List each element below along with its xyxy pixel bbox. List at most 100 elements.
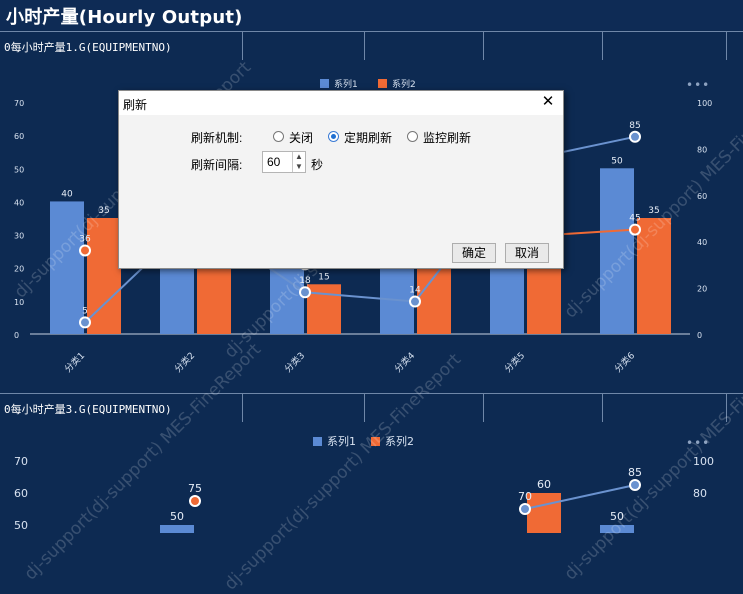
category-label: 分类5: [502, 350, 527, 375]
line-series1-marker: [411, 297, 419, 306]
chevron-up-icon[interactable]: ▲: [295, 152, 303, 161]
bar-series1: [50, 201, 84, 334]
bar-series2: [637, 218, 671, 334]
bar-series1: [270, 267, 304, 334]
category-label: 分类1: [62, 350, 87, 375]
line-series1-data-label: 5: [82, 306, 88, 316]
panel1-title: 0每小时产量1.G(EQUIPMENTNO): [4, 41, 172, 54]
left-axis-tick: 0: [14, 331, 19, 340]
cancel-button[interactable]: 取消: [505, 243, 549, 263]
line-series2-data-label: 36: [79, 234, 91, 244]
dialog-title: 刷新: [123, 98, 148, 112]
line-series2-data-label: 45: [629, 214, 640, 224]
chart-2: 系列1 系列2 ••• 50 60 70 80 100 50 60 50 75 70 85: [14, 434, 714, 533]
option-monitor-label: 监控刷新: [423, 131, 472, 145]
bar-series2: [307, 284, 341, 334]
chart-1: 系列1 系列2 ••• 0 10 20 30 40 50 60 70 0 20 40 60 80 100 40 35…: [14, 78, 712, 375]
data-label-bar2: 35: [98, 206, 109, 216]
line-series1-marker: [81, 318, 89, 327]
panel2-header: 0每小时产量3.G(EQUIPMENTNO): [0, 393, 743, 423]
right-axis-tick: 100: [697, 99, 712, 108]
dialog-title-bar: 刷新 ✕: [119, 91, 563, 115]
left-axis-tick: 30: [14, 232, 24, 241]
legend-swatch-series1: [313, 437, 322, 446]
line-series1-data-label: 85: [629, 121, 640, 131]
legend-label-series2: 系列2: [385, 434, 414, 448]
bar-series1: [600, 168, 634, 334]
refresh-dialog: 刷新 ✕ 刷新机制: 关闭 定期刷新 监控刷新 刷新间隔: 60 ▲ ▼ 秒 确…: [118, 90, 564, 269]
option-periodic-label: 定期刷新: [344, 131, 393, 145]
legend-swatch-series2: [378, 79, 387, 88]
line-series1-data-label: 14: [409, 286, 421, 296]
left-axis-tick: 50: [14, 165, 24, 174]
close-icon[interactable]: ✕: [541, 93, 555, 110]
line-series1-data-label: 18: [299, 276, 311, 286]
right-axis-tick: 100: [693, 455, 714, 468]
data-label-bar2: 60: [537, 478, 551, 491]
data-label-bar1: 50: [610, 510, 624, 523]
category-label: 分类4: [392, 349, 417, 374]
line-series2-marker: [191, 497, 199, 505]
category-label: 分类2: [172, 350, 197, 375]
bar-series1: [160, 525, 194, 533]
panel1-header: 0每小时产量1.G(EQUIPMENTNO): [0, 31, 743, 61]
line-series1-marker: [631, 132, 639, 141]
left-axis-tick: 50: [14, 519, 28, 532]
interval-unit: 秒: [311, 158, 324, 172]
left-axis-tick: 60: [14, 132, 24, 141]
stepper-arrows[interactable]: ▲ ▼: [292, 152, 305, 172]
app-title-bar: 小时产量(Hourly Output): [0, 0, 743, 30]
data-label-bar1: 40: [61, 189, 73, 199]
line-series1-segment: [524, 484, 636, 510]
app-title: 小时产量(Hourly Output): [6, 7, 243, 28]
right-axis-tick: 60: [697, 192, 707, 201]
right-axis-tick: 0: [697, 331, 702, 340]
legend-label-series1: 系列1: [327, 434, 356, 448]
left-axis-tick: 10: [14, 298, 24, 307]
legend-swatch-series2: [371, 437, 380, 446]
radio-periodic[interactable]: [328, 131, 339, 142]
right-axis-tick: 20: [697, 285, 707, 294]
chart-panel-2: 系列1 系列2 ••• 50 60 70 80 100 50 60 50 75 70 85 dj-supp…: [0, 340, 743, 594]
bar-series2: [527, 493, 561, 533]
radio-off[interactable]: [273, 131, 284, 142]
chevron-down-icon[interactable]: ▼: [295, 162, 303, 171]
panel2-title: 0每小时产量3.G(EQUIPMENTNO): [4, 403, 172, 416]
line-series1-data-label: 85: [628, 466, 642, 479]
legend-label-series1: 系列1: [334, 78, 358, 90]
data-label-bar2: 35: [648, 206, 659, 216]
category-label: 分类6: [612, 349, 637, 374]
refresh-mechanism-label: 刷新机制:: [191, 131, 243, 145]
left-axis-tick: 60: [14, 487, 28, 500]
bar-series1: [600, 525, 634, 533]
option-off-label: 关闭: [289, 131, 314, 145]
legend-label-series2: 系列2: [392, 78, 416, 90]
radio-monitor[interactable]: [407, 131, 418, 142]
left-axis-tick: 70: [14, 99, 24, 108]
line-series2-data-label: 75: [188, 482, 202, 495]
interval-value: 60: [267, 155, 281, 169]
line-series2-marker: [81, 246, 89, 255]
right-axis-tick: 80: [697, 145, 707, 154]
line-series1-marker: [521, 505, 529, 513]
line-series1-data-label: 70: [518, 490, 532, 503]
ok-button[interactable]: 确定: [452, 243, 496, 263]
interval-stepper[interactable]: 60 ▲ ▼: [262, 151, 306, 173]
data-label-bar2: 15: [318, 272, 329, 282]
more-options-icon: •••: [686, 78, 710, 92]
more-options-icon: •••: [686, 436, 710, 450]
data-label-bar1: 50: [170, 510, 184, 523]
left-axis-tick: 20: [14, 265, 24, 274]
line-series1-marker: [631, 481, 639, 489]
data-label-bar1: 50: [611, 156, 623, 166]
line-series1-segment: [304, 291, 416, 303]
left-axis-tick: 40: [14, 198, 24, 207]
line-series1-marker: [301, 288, 309, 297]
line-series2-marker: [631, 225, 639, 234]
right-axis-tick: 40: [697, 238, 707, 247]
left-axis-tick: 70: [14, 455, 28, 468]
legend-swatch-series1: [320, 79, 329, 88]
right-axis-tick: 80: [693, 487, 707, 500]
category-label: 分类3: [282, 350, 307, 375]
refresh-interval-label: 刷新间隔:: [191, 158, 243, 172]
